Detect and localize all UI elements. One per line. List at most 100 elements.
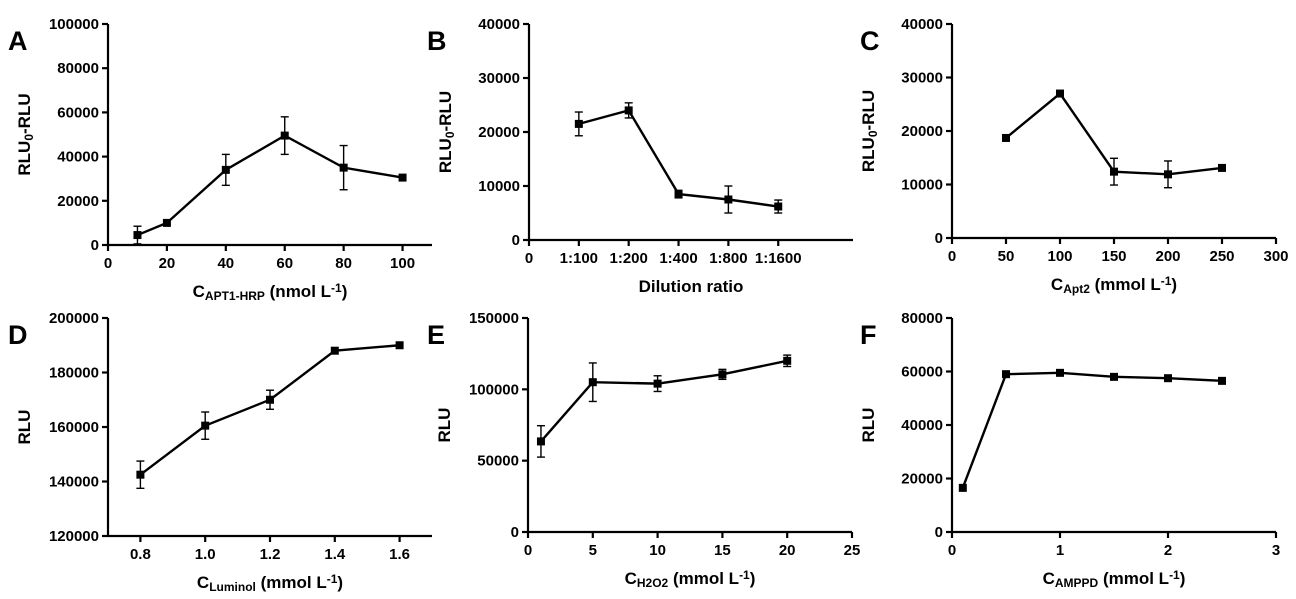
x-tick-label: 100 bbox=[390, 255, 415, 272]
x-axis-label-part: ) bbox=[337, 573, 343, 592]
x-tick-label: 1 bbox=[1056, 542, 1064, 559]
y-tick-label: 0 bbox=[91, 237, 99, 254]
x-axis-label-part: -1 bbox=[331, 281, 342, 295]
data-point bbox=[536, 437, 545, 446]
y-tick-label: 120000 bbox=[49, 528, 99, 545]
y-axis-label-part: -RLU bbox=[15, 93, 34, 134]
data-point bbox=[624, 106, 633, 115]
x-tick-label: 1.6 bbox=[389, 546, 410, 563]
y-tick-label: 30000 bbox=[478, 70, 520, 87]
x-axis-label: CApt2 (mmol L-1) bbox=[1051, 274, 1177, 296]
x-tick-label: 250 bbox=[1209, 248, 1234, 265]
y-axis-label-part: RLU bbox=[436, 138, 455, 173]
x-axis-label-part: APT1-HRP bbox=[205, 289, 265, 303]
x-axis-label-part: C bbox=[197, 573, 209, 592]
y-tick-label: 20000 bbox=[478, 124, 520, 141]
y-tick-label: 100000 bbox=[49, 16, 99, 33]
data-point bbox=[1002, 370, 1010, 379]
data-point bbox=[1056, 89, 1064, 98]
x-axis-label-part: (mmol L bbox=[1090, 275, 1161, 294]
x-tick-label: 80 bbox=[335, 255, 352, 272]
y-axis-label-part: RLU bbox=[859, 137, 878, 172]
panel-a: A 0 20000 40000 60000 80000 100000 0 20 40 60 80 100… bbox=[8, 16, 432, 303]
y-tick-label: 60000 bbox=[57, 104, 99, 121]
x-axis-label-part: C bbox=[1051, 275, 1063, 294]
x-axis-label-part: (mmol L bbox=[668, 569, 739, 588]
data-point bbox=[1218, 163, 1226, 172]
y-tick-label: 50000 bbox=[477, 453, 519, 470]
y-axis-label-part: RLU bbox=[859, 408, 878, 443]
x-axis-label-part: Dilution ratio bbox=[639, 277, 744, 296]
data-point bbox=[136, 470, 145, 479]
x-tick-label: 1:400 bbox=[659, 250, 697, 267]
x-tick-label: 20 bbox=[779, 542, 796, 559]
x-tick-label: 40 bbox=[217, 255, 234, 272]
x-tick-label: 5 bbox=[589, 542, 597, 559]
x-axis-label: CH2O2 (mmol L-1) bbox=[625, 568, 756, 590]
x-tick-label: 3 bbox=[1272, 542, 1280, 559]
y-tick-label: 30000 bbox=[901, 70, 943, 87]
y-axis-label-part: -RLU bbox=[859, 90, 878, 131]
y-tick-label: 40000 bbox=[57, 149, 99, 166]
x-tick-label: 10 bbox=[649, 542, 666, 559]
y-axis-label: RLU bbox=[15, 410, 34, 445]
y-tick-label: 80000 bbox=[901, 310, 943, 327]
x-axis-label-part: ) bbox=[1180, 569, 1186, 588]
x-tick-label: 100 bbox=[1047, 248, 1072, 265]
y-axis-label: RLU bbox=[435, 408, 454, 443]
x-axis-label-part: C bbox=[193, 282, 205, 301]
data-point bbox=[774, 202, 783, 211]
x-tick-label: 1.4 bbox=[324, 546, 346, 563]
y-tick-label: 80000 bbox=[57, 60, 99, 77]
panel-letter: C bbox=[860, 26, 880, 56]
x-axis-label-part: -1 bbox=[739, 568, 750, 582]
y-tick-label: 10000 bbox=[478, 178, 520, 195]
series-line bbox=[540, 359, 788, 443]
x-axis-label: CAMPPD (mmol L-1) bbox=[1043, 568, 1186, 590]
data-point bbox=[221, 165, 230, 174]
x-tick-label: 1:1600 bbox=[755, 250, 802, 267]
data-point bbox=[783, 356, 792, 365]
y-axis-label-part: RLU bbox=[435, 408, 454, 443]
x-axis-label-part: C bbox=[1043, 569, 1055, 588]
x-axis-label-part: -1 bbox=[1169, 568, 1180, 582]
series-line bbox=[136, 134, 403, 237]
x-tick-label: 0 bbox=[104, 255, 112, 272]
data-point bbox=[280, 131, 289, 140]
y-axis-label: RLU bbox=[859, 408, 878, 443]
data-point bbox=[1164, 170, 1172, 179]
y-axis-label-part: RLU bbox=[15, 410, 34, 445]
y-axis-label: RLU0-RLU bbox=[859, 90, 880, 172]
y-tick-label: 20000 bbox=[57, 193, 99, 210]
x-axis-label-part: AMPPD bbox=[1055, 576, 1099, 590]
data-point bbox=[718, 370, 727, 379]
x-axis-label-part: -1 bbox=[1161, 274, 1172, 288]
y-tick-label: 0 bbox=[935, 230, 943, 247]
data-point bbox=[201, 421, 210, 430]
x-axis-label: CLuminol (mmol L-1) bbox=[197, 572, 343, 594]
x-tick-label: 0 bbox=[524, 542, 532, 559]
x-tick-label: 1.0 bbox=[195, 546, 216, 563]
data-point bbox=[1164, 374, 1172, 383]
data-point bbox=[574, 119, 583, 128]
x-axis-label-part: ) bbox=[750, 569, 756, 588]
x-tick-label: 1.2 bbox=[260, 546, 281, 563]
data-point bbox=[395, 341, 404, 350]
x-axis-label-part: (nmol L bbox=[265, 282, 331, 301]
y-tick-label: 20000 bbox=[901, 123, 943, 140]
y-tick-label: 100000 bbox=[469, 381, 519, 398]
y-axis-label: RLU0-RLU bbox=[15, 93, 36, 175]
y-tick-label: 20000 bbox=[901, 471, 943, 488]
x-axis-label-part: -1 bbox=[327, 572, 338, 586]
y-tick-label: 140000 bbox=[49, 474, 99, 491]
y-tick-label: 0 bbox=[512, 232, 520, 249]
x-axis-label-part: Apt2 bbox=[1063, 282, 1090, 296]
x-tick-label: 15 bbox=[714, 542, 731, 559]
x-axis-label: Dilution ratio bbox=[639, 277, 744, 296]
x-tick-label: 20 bbox=[159, 255, 176, 272]
y-axis-label-part: -RLU bbox=[436, 91, 455, 132]
panel-letter: F bbox=[860, 320, 877, 350]
y-tick-label: 200000 bbox=[49, 310, 99, 327]
y-tick-label: 40000 bbox=[901, 417, 943, 434]
data-point bbox=[133, 231, 142, 240]
